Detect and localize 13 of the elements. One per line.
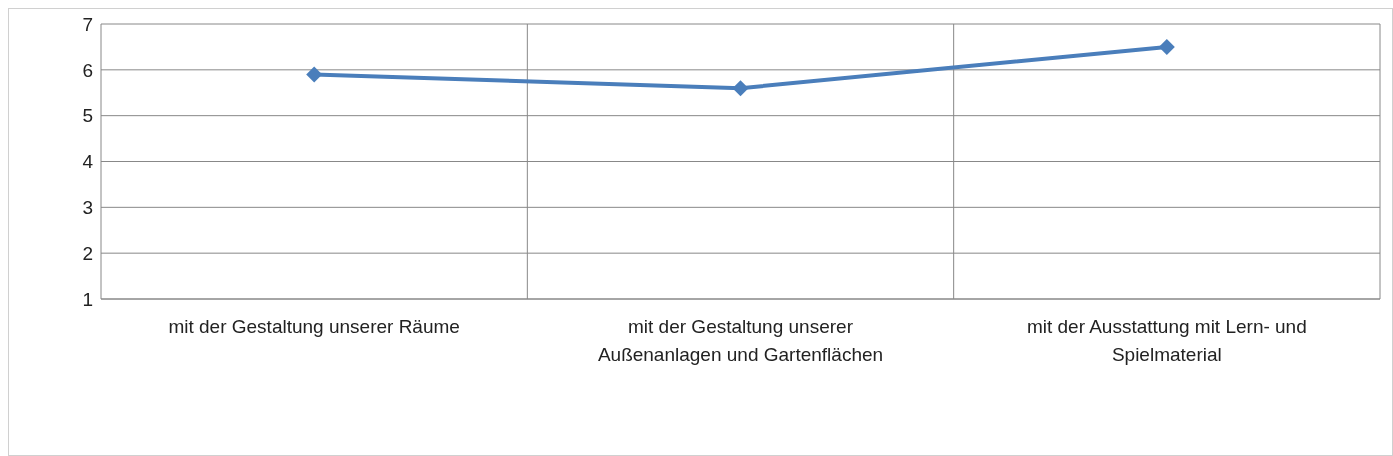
y-tick-label: 3: [82, 197, 93, 219]
x-tick-label: mit der Gestaltung unserer Räume: [168, 316, 460, 337]
y-tick-label: 4: [82, 151, 94, 173]
point: [732, 80, 749, 97]
y-tick-label: 1: [82, 288, 93, 310]
y-tick-label: 2: [82, 242, 93, 264]
point: [1158, 38, 1175, 55]
x-tick-label: mit der Ausstattung mit Lern- und Spielmaterial: [1026, 316, 1307, 365]
y-tick-label: 5: [82, 105, 93, 127]
y-tick-label: 6: [82, 59, 93, 81]
point: [306, 66, 323, 83]
y-tick-label: 7: [82, 13, 93, 35]
x-tick-label: mit der Gestaltung unserer Außenanlagen und Gartenflächen: [597, 316, 884, 365]
